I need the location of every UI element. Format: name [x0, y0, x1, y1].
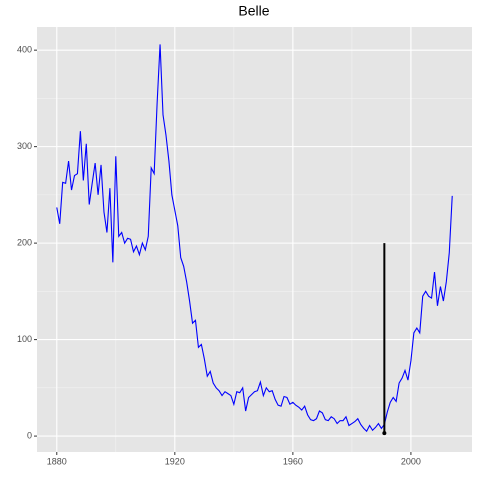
chart-title: Belle [238, 3, 269, 19]
annotation-point [382, 431, 387, 436]
x-tick-label: 1920 [165, 456, 185, 466]
y-tick-label: 300 [17, 141, 32, 151]
x-tick-label: 1960 [283, 456, 303, 466]
panel [37, 27, 472, 452]
y-tick-label: 100 [17, 334, 32, 344]
y-tick-label: 0 [27, 430, 32, 440]
line [56, 44, 453, 433]
y-tick-label: 400 [17, 45, 32, 55]
y-tick-label: 200 [17, 237, 32, 247]
x-tick-label: 2000 [401, 456, 421, 466]
x-tick-label: 1880 [47, 456, 67, 466]
